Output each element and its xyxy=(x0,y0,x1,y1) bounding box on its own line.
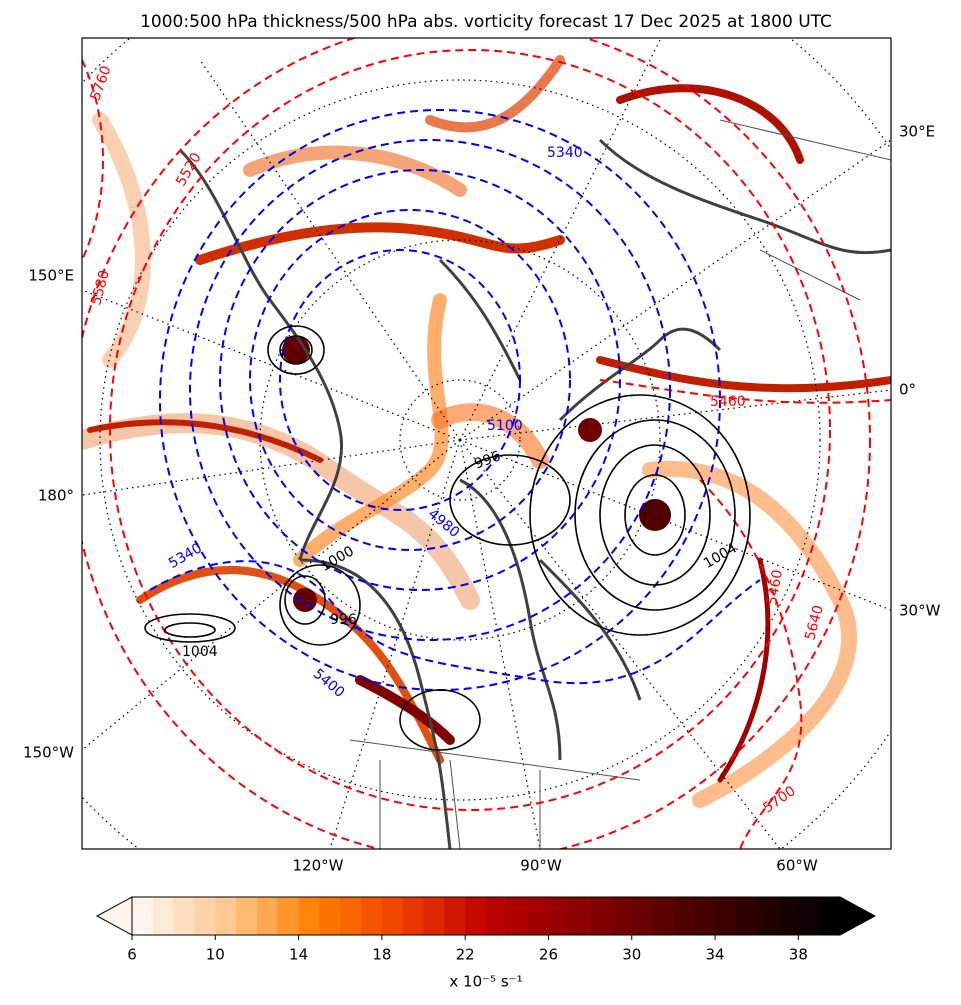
map-frame xyxy=(81,37,892,850)
colorbar-tick-label: 38 xyxy=(789,946,808,964)
colorbar-swatch xyxy=(590,897,612,935)
colorbar-swatch xyxy=(173,897,195,935)
colorbar-tick-label: 22 xyxy=(456,946,475,964)
colorbar-label: x 10⁻⁵ s⁻¹ xyxy=(449,973,522,991)
colorbar-swatch xyxy=(819,897,841,935)
contour-label: 1004 xyxy=(182,644,218,660)
colorbar-frame xyxy=(131,896,841,936)
colorbar-tick-label: 30 xyxy=(622,946,641,964)
colorbar: 6 10 14 18 22 26 30 34 38 xyxy=(95,896,877,964)
vorticity-field xyxy=(82,55,891,808)
map: 5760 5520 5580 5340 5100 4980 5340 5400 … xyxy=(82,38,891,849)
title: 1000:500 hPa thickness/500 hPa abs. vort… xyxy=(140,12,832,32)
colorbar-swatch xyxy=(256,897,279,935)
colorbar-swatch xyxy=(194,897,216,935)
colorbar-swatch xyxy=(486,897,508,935)
colorbar-swatch xyxy=(631,897,654,935)
colorbar-swatch xyxy=(465,897,487,935)
colorbar-swatch xyxy=(798,897,820,935)
colorbar-swatch xyxy=(423,897,445,935)
lon-label: 30°E xyxy=(899,123,935,141)
colorbar-extend-min xyxy=(95,896,133,936)
colorbar-swatch xyxy=(777,897,799,935)
colorbar-swatch xyxy=(402,897,425,935)
colorbar-swatch xyxy=(756,897,779,935)
lon-label: 150°E xyxy=(28,267,74,285)
colorbar-swatch xyxy=(298,897,320,935)
colorbar-swatch xyxy=(361,897,383,935)
colorbar-swatch xyxy=(236,897,258,935)
colorbar-swatch xyxy=(527,897,549,935)
colorbar-swatch xyxy=(215,897,237,935)
lon-label: 30°W xyxy=(899,602,941,620)
contour-label: 5100 xyxy=(487,418,523,434)
colorbar-swatch xyxy=(319,897,341,935)
colorbar-swatch xyxy=(381,897,404,935)
colorbar-swatch xyxy=(694,897,716,935)
colorbar-tick-label: 14 xyxy=(289,946,308,964)
lon-label: 150°W xyxy=(23,744,74,762)
contour-label: 5340 xyxy=(547,145,583,161)
thickness-warm xyxy=(82,38,891,849)
colorbar-tick-label: 18 xyxy=(372,946,391,964)
colorbar-swatch xyxy=(444,897,466,935)
colorbar-swatch xyxy=(152,897,175,935)
colorbar-extend-max xyxy=(839,896,877,936)
colorbar-tick-label: 26 xyxy=(539,946,558,964)
contour-label: 996 xyxy=(330,612,357,628)
colorbar-tick-label: 6 xyxy=(127,946,137,964)
lon-label: 60°W xyxy=(776,857,818,875)
borders xyxy=(349,119,891,849)
coastlines xyxy=(178,138,891,849)
colorbar-swatch xyxy=(132,897,154,935)
mslp xyxy=(144,325,751,751)
colorbar-swatch xyxy=(735,897,758,935)
lon-label: 120°W xyxy=(293,857,344,875)
colorbar-swatch xyxy=(277,897,300,935)
colorbar-swatch xyxy=(569,897,591,935)
colorbar-swatch xyxy=(610,897,633,935)
colorbar-swatch xyxy=(652,897,674,935)
colorbar-tick-label: 10 xyxy=(206,946,225,964)
contour-label: 5460 xyxy=(764,569,786,607)
colorbar-tick-label: 34 xyxy=(706,946,725,964)
colorbar-swatch xyxy=(548,897,570,935)
colorbar-swatch xyxy=(715,897,737,935)
contour-label: 5460 xyxy=(710,394,746,410)
lon-label: 90°W xyxy=(520,857,562,875)
lon-label: 180° xyxy=(38,487,74,505)
colorbar-swatch xyxy=(673,897,695,935)
colorbar-swatch xyxy=(340,897,362,935)
lon-label: 0° xyxy=(899,381,916,399)
colorbar-swatch xyxy=(506,897,529,935)
